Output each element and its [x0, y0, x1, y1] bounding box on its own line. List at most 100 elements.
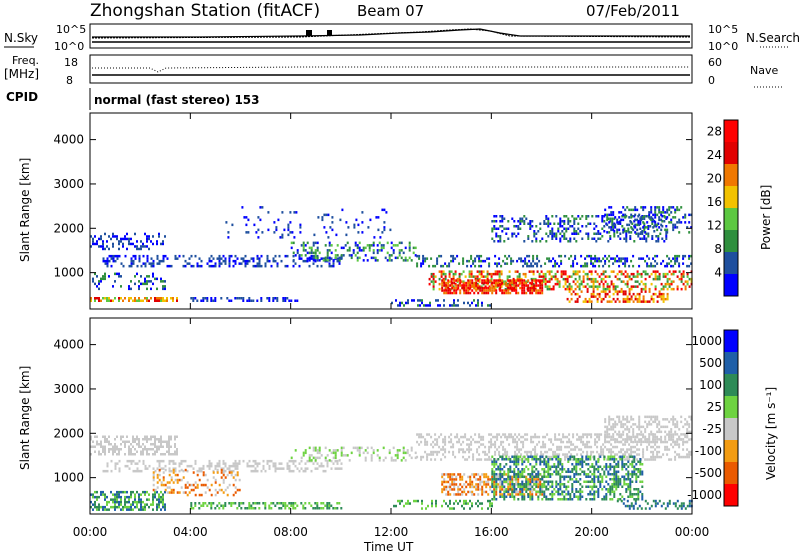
range-cell [688, 455, 691, 459]
range-cell [530, 438, 533, 441]
range-cell [200, 483, 203, 487]
range-cell [514, 445, 517, 449]
range-cell [668, 270, 671, 273]
range-cell [568, 455, 571, 459]
range-cell [94, 445, 96, 448]
range-cell [198, 478, 201, 482]
range-cell [503, 473, 506, 476]
range-cell [566, 455, 569, 459]
range-cell [516, 435, 519, 439]
range-cell [262, 459, 265, 463]
range-cell [581, 215, 584, 218]
range-cell [260, 297, 263, 300]
range-cell [626, 425, 629, 429]
range-cell [503, 291, 506, 295]
range-cell [561, 498, 564, 501]
range-cell [515, 460, 518, 463]
range-cell [244, 262, 247, 265]
range-cell [261, 231, 264, 234]
range-cell [180, 468, 183, 472]
range-cell [642, 208, 645, 212]
range-cell [114, 448, 116, 451]
range-cell [90, 493, 92, 496]
range-cell [617, 465, 620, 468]
range-cell [275, 226, 278, 229]
range-cell [264, 504, 267, 507]
range-cell [569, 458, 572, 461]
range-cell [636, 280, 639, 283]
range-cell [660, 262, 663, 265]
range-cell [533, 483, 536, 486]
range-cell [572, 264, 575, 268]
range-cell [688, 257, 691, 260]
range-cell [623, 498, 626, 501]
range-cell [174, 445, 176, 448]
range-cell [194, 462, 197, 465]
range-cell [444, 450, 447, 454]
range-cell [214, 297, 217, 300]
range-cell [414, 451, 417, 455]
range-cell [90, 438, 92, 441]
range-cell [96, 240, 98, 243]
range-cell [542, 440, 545, 444]
range-cell [164, 503, 166, 506]
range-cell [617, 475, 620, 478]
range-cell [563, 498, 566, 501]
range-cell [176, 299, 178, 302]
range-cell [547, 468, 550, 471]
range-cell [532, 448, 535, 451]
range-cell [260, 299, 263, 302]
range-cell [160, 438, 162, 441]
range-cell [511, 480, 514, 483]
range-cell [554, 453, 557, 456]
range-cell [100, 299, 102, 302]
range-cell [530, 277, 533, 281]
range-cell [587, 235, 590, 238]
range-cell [606, 300, 609, 303]
range-cell [340, 446, 343, 450]
range-cell [447, 279, 450, 282]
range-cell [539, 227, 542, 230]
range-cell [312, 241, 315, 245]
range-cell [592, 282, 595, 286]
range-cell [575, 480, 578, 483]
range-cell [550, 270, 553, 273]
range-cell [434, 433, 437, 436]
range-cell [402, 259, 405, 262]
range-cell [444, 448, 447, 451]
range-cell [461, 475, 464, 479]
range-cell [613, 460, 616, 463]
range-cell [597, 495, 600, 498]
range-cell [250, 507, 253, 510]
range-cell [499, 475, 502, 478]
range-cell [222, 259, 225, 263]
range-cell [304, 507, 307, 510]
range-cell [684, 216, 687, 219]
range-cell [122, 237, 124, 241]
range-cell [154, 443, 156, 446]
range-cell [276, 502, 279, 505]
range-cell [300, 244, 303, 247]
range-cell [563, 235, 566, 238]
range-cell [436, 453, 439, 456]
range-cell [593, 493, 596, 496]
range-cell [613, 483, 616, 486]
range-cell [589, 458, 592, 461]
range-cell [146, 235, 148, 238]
range-cell [470, 435, 473, 439]
range-cell [509, 281, 512, 285]
range-cell [567, 470, 570, 473]
range-cell [531, 291, 534, 295]
range-cell [641, 473, 644, 476]
range-cell [334, 467, 337, 470]
range-cell [128, 453, 130, 456]
range-cell [407, 301, 409, 305]
range-cell [108, 443, 110, 446]
range-cell [581, 485, 584, 488]
range-cell [144, 508, 146, 511]
range-cell [640, 257, 643, 260]
range-cell [287, 223, 290, 227]
range-cell [292, 462, 295, 465]
range-cell [390, 241, 393, 245]
range-cell [548, 270, 551, 273]
